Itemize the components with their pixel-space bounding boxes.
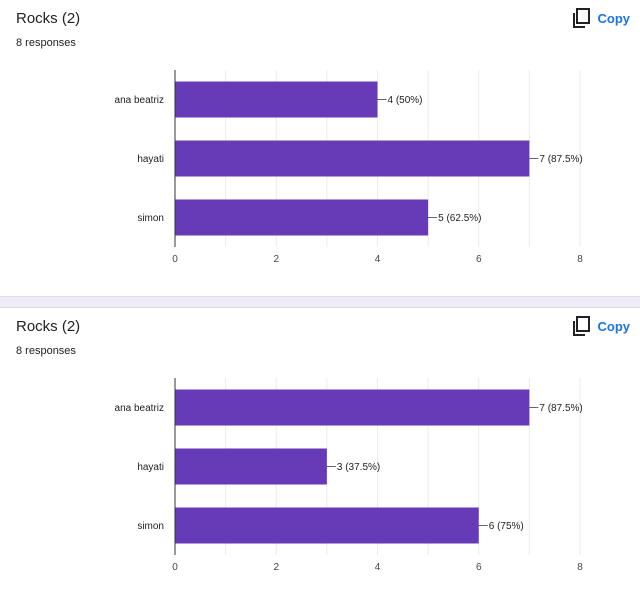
copy-icon xyxy=(572,8,590,28)
copy-icon xyxy=(572,316,590,336)
copy-button[interactable]: Copy xyxy=(572,316,631,336)
x-tick-label: 0 xyxy=(172,254,178,265)
x-tick-label: 6 xyxy=(476,254,482,265)
bar xyxy=(175,199,429,236)
category-label: simon xyxy=(137,521,164,532)
category-label: ana beatriz xyxy=(115,403,164,414)
bar xyxy=(175,507,479,544)
category-label: simon xyxy=(137,213,164,224)
bar xyxy=(175,81,378,118)
bar-chart: 0 2 4 6 8 ana beatriz 4 (50%) hayati 7 (87.5%) si… xyxy=(115,70,583,265)
bar xyxy=(175,448,327,485)
x-tick-label: 4 xyxy=(375,254,381,265)
x-tick-label: 2 xyxy=(273,562,279,573)
copy-label: Copy xyxy=(597,318,631,334)
x-tick-label: 8 xyxy=(577,562,583,573)
data-label: 5 (62.5%) xyxy=(438,213,481,224)
x-tick-label: 6 xyxy=(476,562,482,573)
x-tick-label: 0 xyxy=(172,562,178,573)
question-title: Rocks (2) xyxy=(16,10,81,27)
data-label: 7 (87.5%) xyxy=(539,403,582,414)
question-card: Rocks (2) 8 responses Copy 0 2 4 6 8 ana beat… xyxy=(0,0,640,296)
category-label: ana beatriz xyxy=(115,95,164,106)
card-separator xyxy=(0,296,640,308)
data-label: 6 (75%) xyxy=(489,521,524,532)
data-label: 7 (87.5%) xyxy=(539,154,582,165)
data-label: 3 (37.5%) xyxy=(337,462,380,473)
copy-label: Copy xyxy=(597,10,631,26)
response-count: 8 responses xyxy=(16,37,76,49)
x-tick-label: 8 xyxy=(577,254,583,265)
bar-chart: 0 2 4 6 8 ana beatriz 7 (87.5%) hayati 3 (37.5%)… xyxy=(115,378,583,573)
x-tick-label: 2 xyxy=(273,254,279,265)
question-card: Rocks (2) 8 responses Copy 0 2 4 6 8 ana beat… xyxy=(0,308,640,601)
copy-button[interactable]: Copy xyxy=(572,8,631,28)
bar xyxy=(175,389,530,426)
category-label: hayati xyxy=(137,154,164,165)
bar xyxy=(175,140,530,177)
category-label: hayati xyxy=(137,462,164,473)
response-count: 8 responses xyxy=(16,345,76,357)
data-label: 4 (50%) xyxy=(388,95,423,106)
x-tick-label: 4 xyxy=(375,562,381,573)
question-title: Rocks (2) xyxy=(16,318,81,335)
